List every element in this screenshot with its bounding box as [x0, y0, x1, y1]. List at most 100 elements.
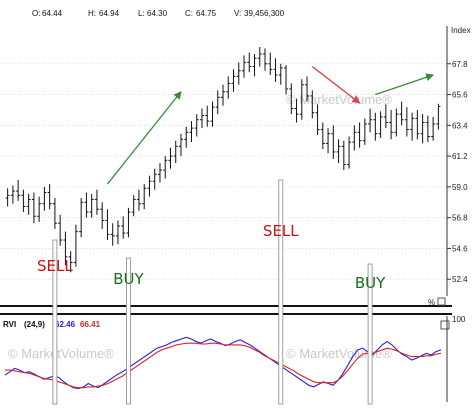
ohlc-bar	[331, 125, 336, 159]
ohlc-bar	[89, 193, 94, 218]
ohlc-bar	[52, 198, 57, 229]
ohlc-bar	[84, 192, 89, 218]
ohlc-bar	[389, 109, 394, 140]
ohlc-bar	[341, 140, 346, 171]
ohlc-bar	[126, 207, 131, 238]
signal-label: BUY	[355, 274, 386, 292]
ohlc-bar	[199, 108, 204, 129]
signal-label: SELL	[263, 222, 299, 240]
ohlc-bar	[21, 189, 26, 213]
y-tick-label: 59.0	[452, 183, 468, 192]
y-tick-label: 65.6	[452, 91, 468, 100]
header-low-key: L:	[138, 9, 145, 18]
ohlc-bar	[352, 125, 357, 151]
header-close-key: C:	[185, 9, 193, 18]
ohlc-bar	[326, 128, 331, 154]
ohlc-bar	[289, 83, 294, 115]
ohlc-bar	[336, 139, 341, 164]
ohlc-bar	[357, 122, 362, 148]
y-tick-label: 52.4	[452, 275, 468, 284]
ohlc-bar	[205, 105, 210, 127]
ohlc-bar	[110, 223, 115, 246]
ohlc-bar	[226, 76, 231, 99]
ohlc-bar	[131, 195, 136, 217]
signal-sell: SELL	[263, 179, 299, 405]
rvi-lines	[4, 336, 442, 390]
ohlc-bar	[215, 90, 220, 115]
y-tick-label: 61.2	[452, 152, 468, 161]
ohlc-bar	[221, 84, 225, 106]
ohlc-bar	[383, 104, 388, 129]
ohlc-bar	[368, 108, 373, 133]
y-tick-label: 54.6	[452, 244, 468, 253]
ohlc-bar	[236, 62, 241, 85]
y-tick-label: 63.4	[452, 121, 468, 130]
signal-buy: BUY	[113, 257, 144, 405]
ohlc-bar	[263, 48, 268, 71]
ohlc-bar	[425, 115, 430, 143]
ohlc-bar	[163, 156, 168, 179]
ohlc-bar	[5, 188, 10, 207]
ohlc-bar	[320, 122, 325, 150]
ohlc-bar	[115, 220, 120, 245]
ohlc-bar	[121, 216, 126, 239]
price-axis-ticks: 52.4 54.6 56.8 59.0 61.2 63.4 65.6 67.8	[447, 60, 468, 284]
panel-resize-icon[interactable]	[440, 320, 450, 330]
signal-buy: BUY	[355, 263, 386, 405]
ohlc-bar	[210, 101, 215, 127]
signal-label: BUY	[113, 270, 144, 288]
ohlc-bar	[247, 52, 252, 73]
ohlc-bar	[142, 184, 147, 210]
ohlc-bar	[294, 98, 299, 123]
ohlc-bar	[231, 69, 236, 92]
ohlc-bar	[100, 202, 105, 229]
y-tick-label: 56.8	[452, 214, 468, 223]
header-high-key: H:	[88, 9, 96, 18]
signals: SELL BUY SELL BUY	[37, 179, 386, 405]
ohlc-bar	[310, 90, 315, 119]
ohlc-bar	[305, 76, 310, 102]
rvi-legend: RVI (24,9) 62.46 66.41	[3, 320, 101, 329]
ohlc-bar	[436, 103, 441, 130]
ohlc-header: O: 64.44 H: 64.94 L: 64.30 C: 64.75 V: 3…	[32, 9, 471, 35]
ohlc-bar	[315, 104, 320, 136]
ohlc-bar	[105, 209, 110, 241]
ohlc-bar	[257, 46, 262, 67]
header-close-value: 64.75	[196, 9, 217, 18]
signal-label: SELL	[37, 257, 73, 275]
trend-arrow	[311, 66, 361, 104]
ohlc-bar	[136, 189, 141, 211]
ohlc-bar	[168, 147, 173, 169]
indicator-params: (24,9)	[24, 320, 45, 329]
header-open-key: O:	[32, 9, 40, 18]
ohlc-bar	[278, 63, 283, 85]
price-bars	[5, 46, 441, 273]
indicator-value-2: 66.41	[80, 320, 101, 329]
ohlc-bar	[42, 186, 47, 211]
ohlc-bar	[157, 163, 162, 183]
ohlc-bar	[68, 251, 73, 273]
trend-arrow	[106, 90, 182, 185]
signal-line	[367, 263, 373, 405]
ohlc-bar	[252, 53, 257, 77]
ohlc-bar	[410, 112, 415, 141]
ohlc-bar	[31, 192, 36, 224]
ohlc-bar	[399, 101, 404, 126]
percent-toggle-icon[interactable]	[437, 297, 446, 306]
signal-line	[126, 257, 131, 405]
ohlc-bar	[362, 118, 367, 145]
percent-label: %	[428, 298, 435, 307]
ohlc-bar	[152, 168, 157, 190]
indicator-name: RVI	[3, 320, 16, 329]
ohlc-bar	[173, 140, 178, 164]
ohlc-bar	[10, 185, 15, 204]
ohlc-bar	[63, 231, 68, 266]
ohlc-bar	[16, 179, 21, 201]
ohlc-bar	[26, 193, 31, 215]
ohlc-bar	[184, 126, 189, 148]
ohlc-bar	[347, 136, 352, 169]
header-volume-value: 39,456,300	[244, 9, 285, 18]
ohlc-bar	[73, 224, 78, 267]
indicator-value-1: 62.46	[55, 320, 76, 329]
